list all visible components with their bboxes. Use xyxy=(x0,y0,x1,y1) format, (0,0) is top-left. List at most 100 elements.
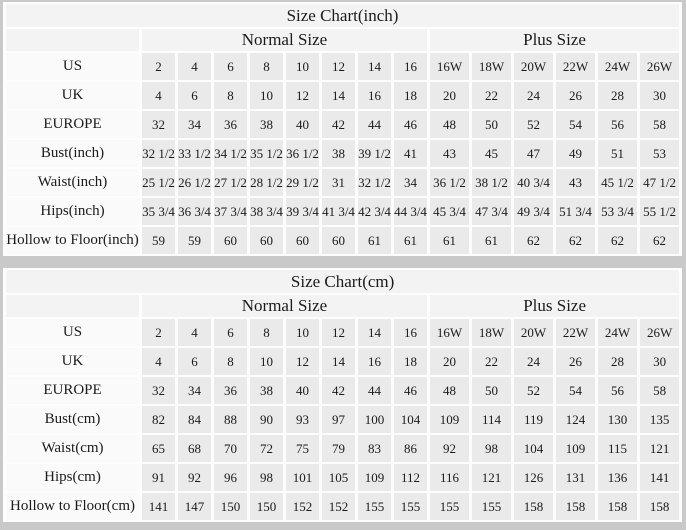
value-cell: 62 xyxy=(514,227,553,254)
value-cell: 54 xyxy=(556,111,595,138)
value-cell: 59 xyxy=(142,227,175,254)
value-cell: 38 3/4 xyxy=(250,198,283,225)
value-cell: 105 xyxy=(322,464,355,491)
value-cell: 61 xyxy=(394,227,427,254)
value-cell: 135 xyxy=(640,406,680,433)
value-cell: 34 xyxy=(178,111,211,138)
group-header: Plus Size xyxy=(430,295,680,317)
row-label: UK xyxy=(6,348,139,375)
value-cell: 24W xyxy=(598,319,637,346)
value-cell: 114 xyxy=(472,406,511,433)
value-cell: 36 3/4 xyxy=(178,198,211,225)
value-cell: 14 xyxy=(358,319,391,346)
value-cell: 48 xyxy=(430,377,469,404)
value-cell: 109 xyxy=(358,464,391,491)
value-cell: 25 1/2 xyxy=(142,169,175,196)
group-header: Normal Size xyxy=(142,295,427,317)
value-cell: 50 xyxy=(472,111,511,138)
corner-cell xyxy=(6,295,139,317)
value-cell: 60 xyxy=(250,227,283,254)
value-cell: 88 xyxy=(214,406,247,433)
value-cell: 45 1/2 xyxy=(598,169,637,196)
value-cell: 119 xyxy=(514,406,553,433)
value-cell: 14 xyxy=(322,348,355,375)
value-cell: 58 xyxy=(640,111,680,138)
row-label: US xyxy=(6,319,139,346)
value-cell: 152 xyxy=(286,493,319,520)
value-cell: 28 xyxy=(598,82,637,109)
value-cell: 150 xyxy=(250,493,283,520)
row-label: Bust(cm) xyxy=(6,406,139,433)
value-cell: 6 xyxy=(178,82,211,109)
value-cell: 155 xyxy=(358,493,391,520)
value-cell: 20W xyxy=(514,319,553,346)
value-cell: 62 xyxy=(598,227,637,254)
value-cell: 141 xyxy=(142,493,175,520)
value-cell: 29 1/2 xyxy=(286,169,319,196)
value-cell: 84 xyxy=(178,406,211,433)
value-cell: 52 xyxy=(514,111,553,138)
value-cell: 47 1/2 xyxy=(640,169,680,196)
value-cell: 37 3/4 xyxy=(214,198,247,225)
value-cell: 53 3/4 xyxy=(598,198,637,225)
value-cell: 34 xyxy=(178,377,211,404)
value-cell: 22 xyxy=(472,82,511,109)
value-cell: 8 xyxy=(214,82,247,109)
row-label: EUROPE xyxy=(6,111,139,138)
row-label: Hips(cm) xyxy=(6,464,139,491)
value-cell: 158 xyxy=(556,493,595,520)
value-cell: 158 xyxy=(514,493,553,520)
group-header: Normal Size xyxy=(142,29,427,51)
value-cell: 44 xyxy=(358,111,391,138)
value-cell: 16 xyxy=(394,319,427,346)
value-cell: 51 xyxy=(598,140,637,167)
value-cell: 26W xyxy=(640,319,680,346)
value-cell: 24W xyxy=(598,53,637,80)
value-cell: 6 xyxy=(178,348,211,375)
value-cell: 90 xyxy=(250,406,283,433)
value-cell: 60 xyxy=(322,227,355,254)
value-cell: 42 3/4 xyxy=(358,198,391,225)
value-cell: 22W xyxy=(556,53,595,80)
value-cell: 40 xyxy=(286,111,319,138)
value-cell: 2 xyxy=(142,53,175,80)
row-label: UK xyxy=(6,82,139,109)
value-cell: 58 xyxy=(640,377,680,404)
value-cell: 124 xyxy=(556,406,595,433)
value-cell: 41 3/4 xyxy=(322,198,355,225)
value-cell: 109 xyxy=(556,435,595,462)
value-cell: 40 3/4 xyxy=(514,169,553,196)
value-cell: 4 xyxy=(142,348,175,375)
value-cell: 27 1/2 xyxy=(214,169,247,196)
value-cell: 14 xyxy=(322,82,355,109)
value-cell: 44 3/4 xyxy=(394,198,427,225)
value-cell: 4 xyxy=(178,53,211,80)
value-cell: 12 xyxy=(286,82,319,109)
value-cell: 47 xyxy=(514,140,553,167)
value-cell: 24 xyxy=(514,348,553,375)
value-cell: 152 xyxy=(322,493,355,520)
value-cell: 83 xyxy=(358,435,391,462)
value-cell: 40 xyxy=(286,377,319,404)
value-cell: 49 3/4 xyxy=(514,198,553,225)
value-cell: 10 xyxy=(286,53,319,80)
value-cell: 46 xyxy=(394,377,427,404)
value-cell: 112 xyxy=(394,464,427,491)
value-cell: 22 xyxy=(472,348,511,375)
value-cell: 121 xyxy=(472,464,511,491)
value-cell: 4 xyxy=(178,319,211,346)
value-cell: 34 xyxy=(394,169,427,196)
value-cell: 32 1/2 xyxy=(358,169,391,196)
value-cell: 10 xyxy=(286,319,319,346)
value-cell: 43 xyxy=(556,169,595,196)
value-cell: 48 xyxy=(430,111,469,138)
value-cell: 16 xyxy=(358,82,391,109)
value-cell: 39 1/2 xyxy=(358,140,391,167)
value-cell: 28 1/2 xyxy=(250,169,283,196)
value-cell: 32 1/2 xyxy=(142,140,175,167)
value-cell: 16 xyxy=(394,53,427,80)
value-cell: 12 xyxy=(322,319,355,346)
value-cell: 18W xyxy=(472,53,511,80)
row-label: Hips(inch) xyxy=(6,198,139,225)
row-label: US xyxy=(6,53,139,80)
